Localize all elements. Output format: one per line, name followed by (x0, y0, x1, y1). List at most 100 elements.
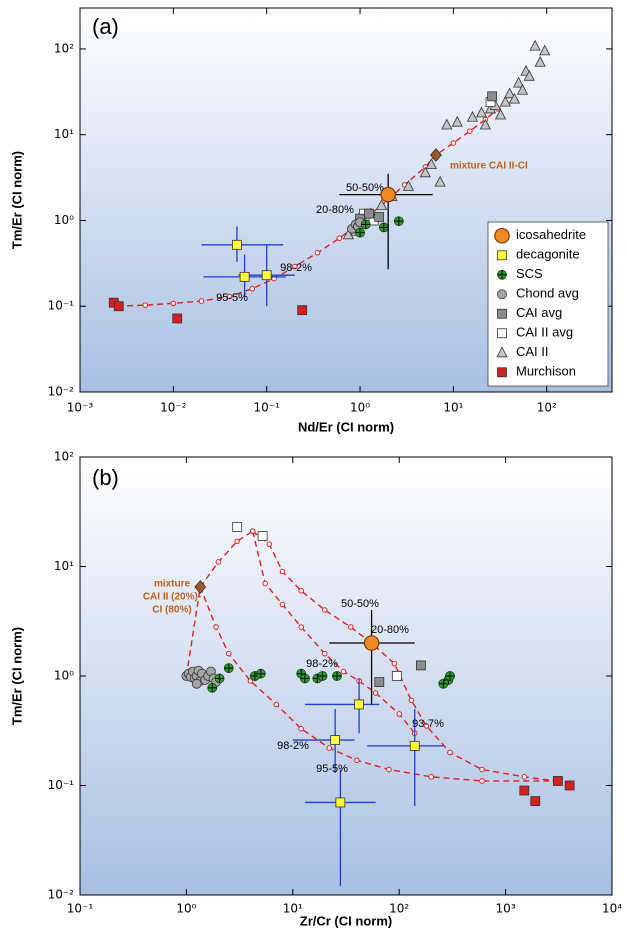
curve-point (521, 774, 528, 780)
x-tick-label: 10² (537, 401, 557, 415)
legend-label: CAI avg (516, 305, 562, 320)
plot-background (80, 457, 612, 895)
marker (232, 239, 242, 250)
marker (445, 671, 455, 681)
marker (487, 91, 498, 102)
curve-point (391, 660, 398, 667)
marker (391, 671, 402, 681)
marker-shape (239, 271, 250, 282)
legend-marker (497, 308, 507, 319)
marker-shape (374, 677, 385, 687)
marker-shape (451, 115, 463, 127)
curve-point (347, 624, 354, 630)
marker-shape (434, 175, 446, 187)
marker-shape (425, 158, 437, 169)
marker (451, 115, 463, 127)
marker (564, 780, 575, 791)
annotation: 50-50% (341, 598, 379, 610)
curve-point (479, 766, 485, 773)
mixing-curve (199, 530, 254, 588)
marker (380, 186, 396, 203)
curve-point (396, 711, 403, 717)
y-tick-label: 10⁰ (54, 213, 74, 227)
curve-point (298, 587, 305, 594)
marker-shape (508, 92, 520, 104)
marker (300, 673, 310, 684)
marker (113, 301, 124, 312)
y-tick-label: 10¹ (54, 127, 74, 141)
marker (223, 663, 234, 674)
marker-shape (261, 270, 272, 281)
curve-point (340, 668, 347, 675)
marker-shape (191, 678, 202, 689)
marker-shape (497, 308, 507, 319)
marker (297, 305, 308, 316)
marker (475, 106, 488, 118)
marker (539, 44, 551, 56)
curve-point (336, 235, 343, 242)
x-tick-label: 10¹ (283, 902, 303, 916)
curve-point (372, 690, 379, 696)
curve-point (408, 697, 415, 704)
marker (416, 660, 426, 671)
x-tick-label: 10² (389, 902, 409, 916)
curve-point (226, 293, 233, 300)
curve-point (262, 580, 268, 587)
marker-shape (391, 671, 402, 681)
curve-point (423, 723, 430, 729)
legend-marker (494, 227, 510, 244)
y-tick-label: 10⁻¹ (48, 778, 75, 792)
marker (523, 70, 535, 81)
annotation: 98-2% (280, 262, 312, 274)
x-axis-title: Nd/Er (CI norm) (298, 419, 394, 434)
x-tick-label: 10⁻¹ (253, 401, 280, 415)
annotation: CAI II (20%)- (143, 592, 201, 603)
y-tick-label: 10⁻² (48, 888, 75, 902)
marker-shape (409, 740, 420, 751)
marker (430, 148, 442, 162)
legend-label: Murchison (516, 364, 576, 379)
marker (261, 270, 272, 281)
curve-point (322, 650, 328, 657)
curve-point (298, 624, 305, 630)
curve-point (298, 725, 305, 732)
marker (232, 521, 243, 532)
curve-point (247, 678, 254, 684)
marker (194, 580, 207, 594)
marker-shape (172, 313, 183, 324)
marker (425, 158, 437, 169)
marker (516, 83, 529, 95)
curve-point (450, 140, 457, 146)
curve-point (322, 607, 328, 613)
marker-shape (364, 208, 374, 219)
marker (239, 271, 250, 282)
marker (529, 39, 541, 51)
curve-point (386, 766, 392, 773)
legend-box (487, 221, 609, 387)
y-tick-label: 10² (54, 450, 74, 464)
marker (354, 699, 365, 710)
curve-point (273, 701, 280, 708)
marker-shape (494, 227, 510, 244)
y-tick-label: 10⁻² (48, 385, 75, 399)
marker (364, 208, 374, 219)
marker-shape (496, 346, 508, 358)
plot-frame (79, 7, 613, 393)
marker (552, 776, 563, 786)
marker-shape (430, 148, 442, 162)
annotation: (a) (92, 14, 119, 39)
marker (332, 671, 342, 681)
legend-marker (497, 269, 507, 280)
marker-shape (194, 580, 207, 594)
marker-shape (363, 635, 380, 651)
marker-shape (534, 55, 546, 67)
marker-shape (530, 796, 541, 807)
curve-point (249, 528, 256, 535)
marker-shape (539, 44, 551, 56)
annotation: 50-50% (346, 182, 384, 194)
curve-point (170, 300, 177, 307)
curve-point (266, 541, 272, 547)
curve-point (279, 601, 286, 608)
legend-label: decagonite (516, 247, 580, 262)
